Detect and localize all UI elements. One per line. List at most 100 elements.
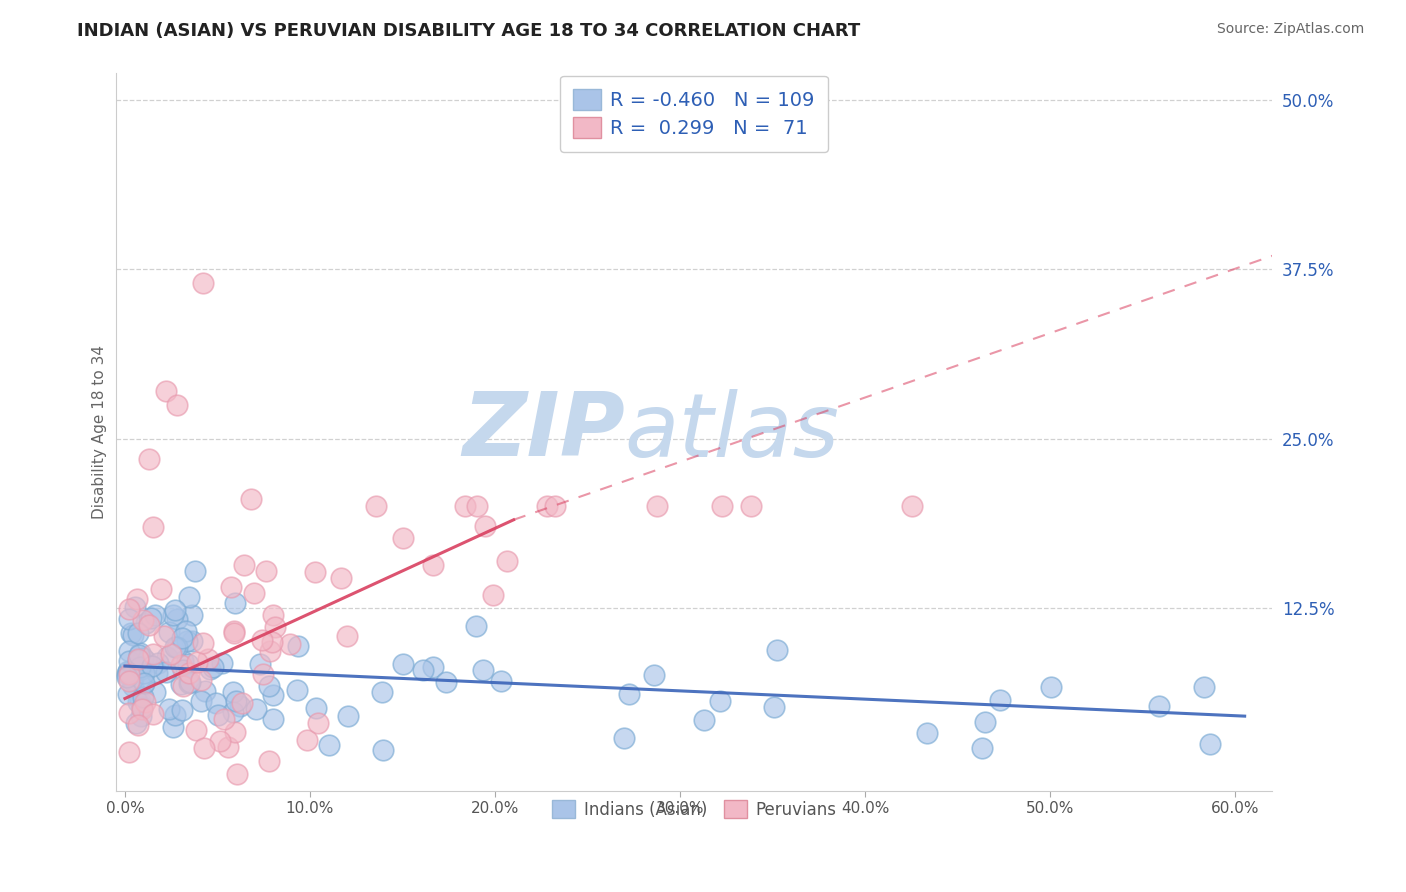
Point <box>305 701 328 715</box>
Point <box>142 519 165 533</box>
Y-axis label: Disability Age 18 to 34: Disability Age 18 to 34 <box>93 345 107 519</box>
Point <box>121 673 143 687</box>
Point <box>166 612 188 626</box>
Point <box>146 656 169 670</box>
Point <box>231 696 253 710</box>
Point <box>709 694 731 708</box>
Point <box>117 673 139 688</box>
Point <box>285 683 308 698</box>
Point <box>693 713 716 727</box>
Point <box>166 640 188 654</box>
Point <box>170 657 193 672</box>
Point <box>128 646 150 660</box>
Point <box>336 629 359 643</box>
Point <box>163 603 186 617</box>
Point <box>156 650 179 665</box>
Point <box>125 716 148 731</box>
Point <box>259 754 281 768</box>
Point <box>222 625 245 640</box>
Point <box>177 676 200 690</box>
Point <box>330 571 353 585</box>
Point <box>121 671 143 685</box>
Point <box>765 642 787 657</box>
Point <box>115 666 138 681</box>
Point <box>124 599 146 614</box>
Point <box>465 500 488 514</box>
Point <box>179 675 201 690</box>
Point <box>232 558 254 572</box>
Point <box>190 673 212 687</box>
Point <box>122 628 145 642</box>
Point <box>464 619 486 633</box>
Point <box>536 500 558 514</box>
Point <box>422 660 444 674</box>
Text: INDIAN (ASIAN) VS PERUVIAN DISABILITY AGE 18 TO 34 CORRELATION CHART: INDIAN (ASIAN) VS PERUVIAN DISABILITY AG… <box>77 22 860 40</box>
Point <box>159 624 181 639</box>
Point <box>118 644 141 658</box>
Point <box>243 586 266 600</box>
Point <box>121 680 143 694</box>
Point <box>186 723 208 737</box>
Point <box>191 636 214 650</box>
Point <box>224 597 246 611</box>
Point <box>132 650 155 665</box>
Point <box>208 733 231 747</box>
Point <box>131 699 153 714</box>
Point <box>183 564 205 578</box>
Point <box>190 694 212 708</box>
Point <box>252 666 274 681</box>
Point <box>128 660 150 674</box>
Point <box>262 635 284 649</box>
Point <box>162 607 184 622</box>
Point <box>153 629 176 643</box>
Point <box>336 709 359 723</box>
Point <box>496 554 519 568</box>
Point <box>165 640 187 654</box>
Point <box>172 654 194 668</box>
Point <box>181 607 204 622</box>
Point <box>149 582 172 596</box>
Point <box>412 663 434 677</box>
Point <box>117 611 139 625</box>
Point <box>127 592 149 607</box>
Point <box>165 707 187 722</box>
Point <box>263 620 285 634</box>
Point <box>254 564 277 578</box>
Point <box>373 743 395 757</box>
Point <box>138 451 160 466</box>
Point <box>132 665 155 680</box>
Point <box>170 631 193 645</box>
Point <box>132 678 155 692</box>
Point <box>135 654 157 668</box>
Point <box>139 611 162 625</box>
Point <box>217 739 239 754</box>
Point <box>159 647 181 661</box>
Point <box>544 500 567 514</box>
Point <box>278 637 301 651</box>
Point <box>391 657 413 672</box>
Point <box>179 590 201 604</box>
Point <box>204 696 226 710</box>
Point <box>481 589 503 603</box>
Point <box>239 492 262 507</box>
Point <box>172 663 194 677</box>
Point <box>212 713 235 727</box>
Point <box>170 703 193 717</box>
Point <box>191 276 214 290</box>
Point <box>132 613 155 627</box>
Point <box>1192 680 1215 694</box>
Point <box>162 720 184 734</box>
Point <box>186 655 208 669</box>
Text: Source: ZipAtlas.com: Source: ZipAtlas.com <box>1216 22 1364 37</box>
Point <box>118 602 141 616</box>
Point <box>193 741 215 756</box>
Text: atlas: atlas <box>624 389 839 475</box>
Point <box>117 666 139 681</box>
Point <box>155 665 177 679</box>
Point <box>127 625 149 640</box>
Point <box>262 608 284 623</box>
Point <box>1149 698 1171 713</box>
Point <box>141 659 163 673</box>
Point <box>643 668 665 682</box>
Point <box>988 693 1011 707</box>
